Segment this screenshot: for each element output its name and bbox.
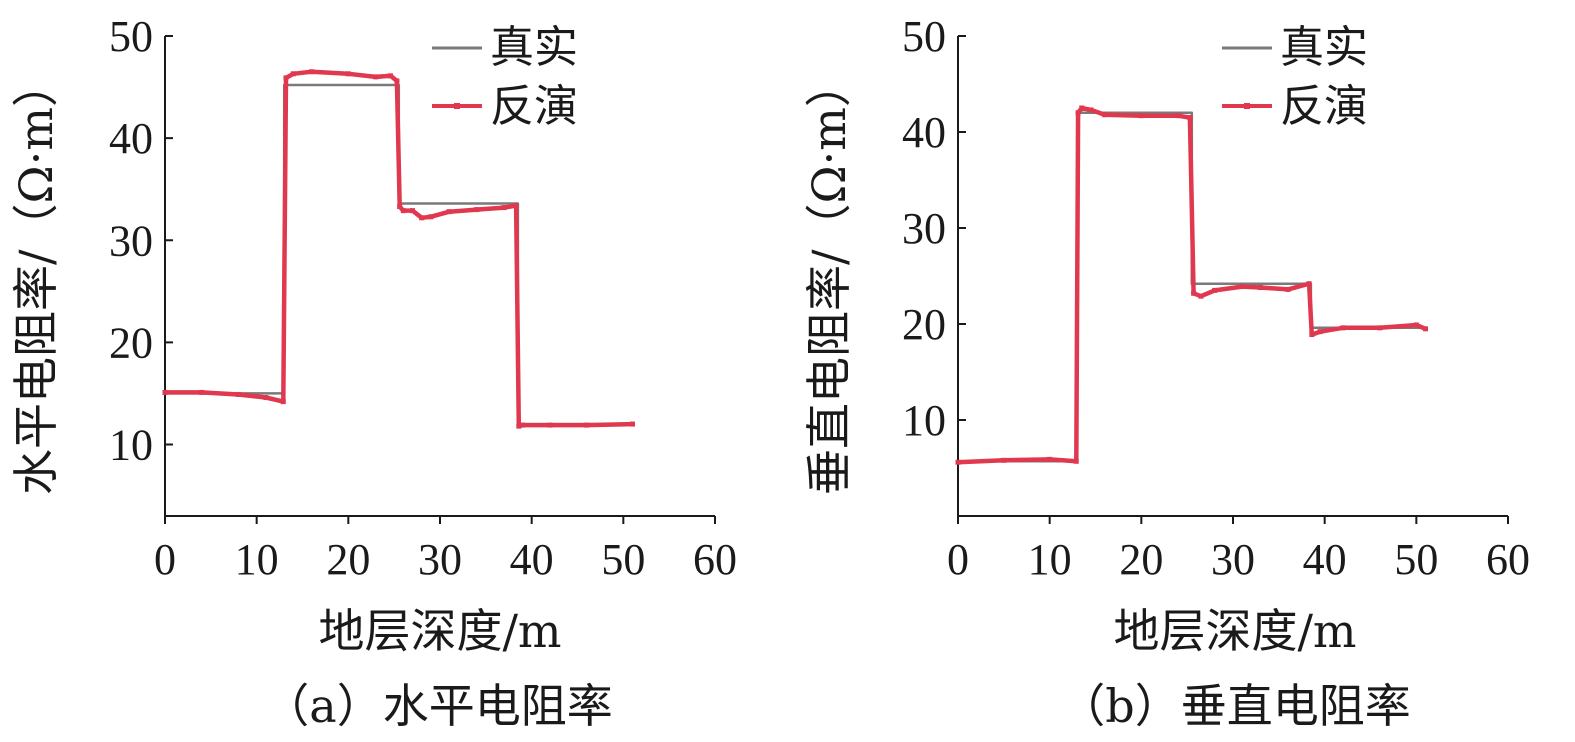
panel-a-inversion-point xyxy=(290,71,296,77)
panel-a-x-tick-label: 30 xyxy=(418,535,462,584)
panel-b-y-tick-label: 10 xyxy=(902,396,946,445)
panel-b-y-tick-label: 30 xyxy=(902,204,946,253)
panel-b-y-tick-label: 20 xyxy=(902,300,946,349)
panel-a-inversion-point xyxy=(394,78,400,84)
panel-a-inversion-point xyxy=(428,214,434,220)
panel-a-inversion-point xyxy=(309,69,315,75)
panel-a-inversion-point xyxy=(388,73,393,79)
panel-b-inversion-point xyxy=(1239,284,1245,290)
panel-b-x-tick-label: 30 xyxy=(1211,535,1255,584)
panel-a-inversion-point xyxy=(419,215,425,221)
panel-b-inversion-point xyxy=(1102,112,1108,118)
panel-a-inversion-point xyxy=(410,208,415,214)
panel-a-inversion-point xyxy=(520,422,525,428)
panel-a-x-tick-label: 60 xyxy=(693,535,737,584)
panel-b-x-tick-label: 10 xyxy=(1028,535,1072,584)
panel-a-ylabel: 水平电阻率/（Ω·m） xyxy=(9,61,63,495)
panel-a-inversion-point xyxy=(513,203,519,209)
panel-b-inversion-point xyxy=(955,459,961,465)
panel-b-x-tick-label: 20 xyxy=(1119,535,1163,584)
panel-a-xlabel: 地层深度/m xyxy=(318,604,561,658)
panel-a-legend: 真实 反演 xyxy=(432,22,578,132)
panel-b-plot: 0 10 20 30 40 50 60 10 20 30 40 50 xyxy=(902,12,1530,584)
panel-a-inversion-point xyxy=(397,204,403,210)
panel-a-y-tick-label: 30 xyxy=(109,216,153,265)
panel-a-inversion-point xyxy=(584,422,590,428)
panel-b-x-tick-label: 40 xyxy=(1303,535,1347,584)
panel-b-legend-inversion-marker xyxy=(1244,103,1250,109)
panel-a-inversion-point xyxy=(283,75,289,81)
panel-a-x-tick-label: 20 xyxy=(326,535,370,584)
panel-b-y-tick-label: 40 xyxy=(902,108,946,157)
panel-b-x-tick-label: 0 xyxy=(947,535,969,584)
panel-b-inversion-point xyxy=(1198,293,1204,299)
panel-b-inversion-series-line xyxy=(955,105,1428,465)
panel-b-inversion-point xyxy=(1413,322,1419,328)
panel-b-inversion-point xyxy=(1073,458,1079,464)
panel-b-inversion-point xyxy=(1306,281,1312,287)
panel-a: 0 10 20 30 40 50 60 10 20 30 40 50 地层深度/m 水平电阻率/（Ω·… xyxy=(9,12,737,733)
panel-a-inversion-point xyxy=(630,421,635,427)
panel-b-inversion-point xyxy=(1001,457,1007,463)
panel-a-inversion-point xyxy=(345,71,351,77)
panel-b-xlabel: 地层深度/m xyxy=(1113,604,1356,658)
panel-b-inversion-point xyxy=(1258,285,1263,291)
panel-a-inversion-point xyxy=(199,389,205,395)
panel-a-inversion-point xyxy=(474,207,480,213)
panel-a-y-tick-label: 40 xyxy=(109,114,153,163)
panel-a-x-tick-label: 0 xyxy=(154,535,176,584)
panel-a-caption: （a）水平电阻率 xyxy=(263,679,612,733)
panel-a-inversion-point xyxy=(162,389,168,395)
panel-a-inversion-point xyxy=(446,209,452,215)
panel-b-inversion-point xyxy=(1138,113,1144,119)
panel-b-y-tick-label: 50 xyxy=(902,12,946,61)
panel-a-legend-inversion-label: 反演 xyxy=(490,81,578,132)
panel-b-inversion-point xyxy=(1075,110,1081,116)
panel-b-caption: （b）垂直电阻率 xyxy=(1059,679,1410,733)
panel-b-inversion-point xyxy=(1317,329,1323,335)
panel-a-legend-inversion-marker xyxy=(454,103,460,109)
panel-b-ylabel: 垂直电阻率/（Ω·m） xyxy=(802,61,856,495)
panel-b-inversion-point xyxy=(1191,290,1197,296)
panel-a-y-tick-label: 50 xyxy=(109,12,153,61)
panel-b-legend-true-label: 真实 xyxy=(1280,22,1368,73)
panel-a-x-tick-label: 10 xyxy=(235,535,279,584)
panel-b: 0 10 20 30 40 50 60 10 20 30 40 50 地层深度/m 垂直电阻率/（Ω·… xyxy=(802,12,1530,733)
panel-b-legend-inversion-label: 反演 xyxy=(1280,81,1368,132)
panel-b-inversion-point xyxy=(1285,286,1291,292)
panel-a-plot: 0 10 20 30 40 50 60 10 20 30 40 50 xyxy=(109,12,737,584)
panel-b-inversion-point xyxy=(1423,326,1428,332)
panel-a-x-tick-label: 50 xyxy=(601,535,645,584)
panel-b-inversion-point xyxy=(1079,105,1085,111)
panel-a-inversion-point xyxy=(547,422,553,428)
panel-a-inversion-point xyxy=(516,423,522,429)
panel-b-legend: 真实 反演 xyxy=(1222,22,1368,132)
panel-a-inversion-point xyxy=(400,208,406,214)
panel-b-x-tick-label: 50 xyxy=(1394,535,1438,584)
panel-b-inversion-point xyxy=(1309,332,1315,338)
panel-a-y-tick-label: 20 xyxy=(109,318,153,367)
panel-b-inversion-point xyxy=(1175,113,1181,119)
panel-a-inversion-point xyxy=(263,395,269,401)
panel-a-x-tick-label: 40 xyxy=(510,535,554,584)
panel-a-legend-true-label: 真实 xyxy=(490,22,578,73)
panel-b-inversion-point xyxy=(1088,107,1094,113)
panel-b-inversion-point xyxy=(1187,115,1193,121)
panel-a-inversion-point xyxy=(235,391,241,397)
panel-a-inversion-point xyxy=(501,205,507,211)
panel-a-y-tick-label: 10 xyxy=(109,421,153,470)
panel-a-inversion-point xyxy=(373,74,379,80)
panel-b-x-tick-label: 60 xyxy=(1486,535,1530,584)
panel-b-inversion-point xyxy=(1377,325,1383,331)
panel-b-inversion-point xyxy=(1047,456,1053,462)
panel-a-inversion-point xyxy=(280,399,286,405)
panel-b-inversion-point xyxy=(1212,287,1218,293)
panel-b-inversion-point xyxy=(1340,325,1346,331)
